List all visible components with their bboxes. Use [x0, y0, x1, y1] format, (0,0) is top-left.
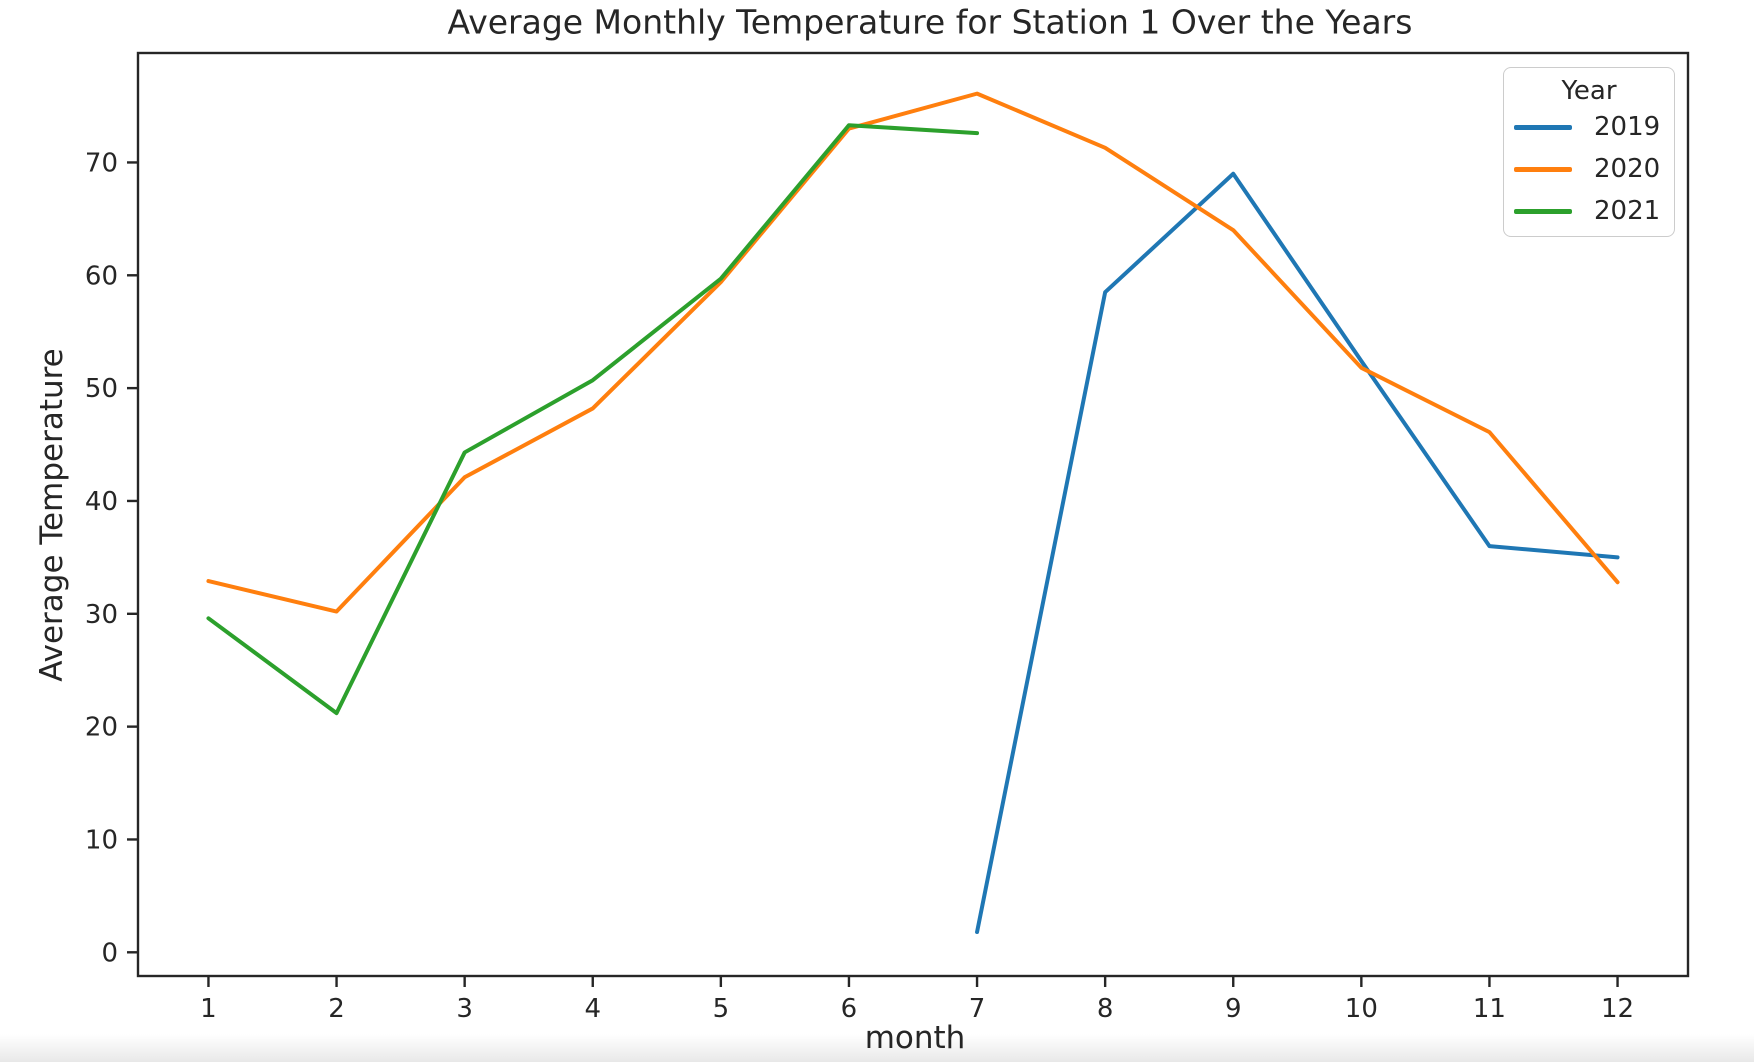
x-tick-label: 1 [200, 994, 217, 1024]
legend-entry-2021: 2021 [1504, 190, 1674, 232]
x-tick-label: 12 [1601, 994, 1634, 1024]
y-tick-label: 30 [85, 600, 118, 630]
legend-label-2020: 2020 [1594, 154, 1661, 184]
legend-label-2019: 2019 [1594, 112, 1661, 142]
series-line-2020 [206, 91, 1620, 614]
y-tick-label: 40 [85, 487, 118, 517]
x-tick-label: 6 [841, 994, 858, 1024]
series-line-2019 [975, 171, 1620, 934]
legend-entry-2019: 2019 [1504, 106, 1674, 148]
legend-line-swatch-2019 [1514, 124, 1572, 130]
y-tick-label: 60 [85, 261, 118, 291]
x-tick-label: 4 [584, 994, 601, 1024]
y-tick-label: 10 [85, 825, 118, 855]
x-tick-label: 3 [456, 994, 473, 1024]
legend: Year 2019 2020 2021 [1503, 67, 1675, 237]
x-tick-label: 5 [713, 994, 730, 1024]
series-line-2021 [206, 123, 980, 716]
y-tick-label: 70 [85, 148, 118, 178]
legend-title: Year [1561, 76, 1617, 106]
chart-title: Average Monthly Temperature for Station … [447, 2, 1413, 42]
x-tick-label: 2 [328, 994, 345, 1024]
legend-entry-2020: 2020 [1504, 148, 1674, 190]
legend-line-swatch-2021 [1514, 208, 1572, 214]
y-axis-label: Average Temperature [34, 348, 70, 682]
x-axis-label: month [864, 1020, 966, 1056]
x-tick-label: 11 [1473, 994, 1506, 1024]
y-tick-label: 0 [101, 938, 118, 968]
y-tick-label: 20 [85, 713, 118, 743]
x-tick-label: 8 [1097, 994, 1114, 1024]
legend-label-2021: 2021 [1594, 196, 1661, 226]
x-tick-label: 7 [969, 994, 986, 1024]
y-tick-label: 50 [85, 374, 118, 404]
x-tick-label: 10 [1345, 994, 1378, 1024]
axes-frame [136, 51, 1690, 978]
x-tick-label: 9 [1225, 994, 1242, 1024]
legend-line-swatch-2020 [1514, 166, 1572, 172]
